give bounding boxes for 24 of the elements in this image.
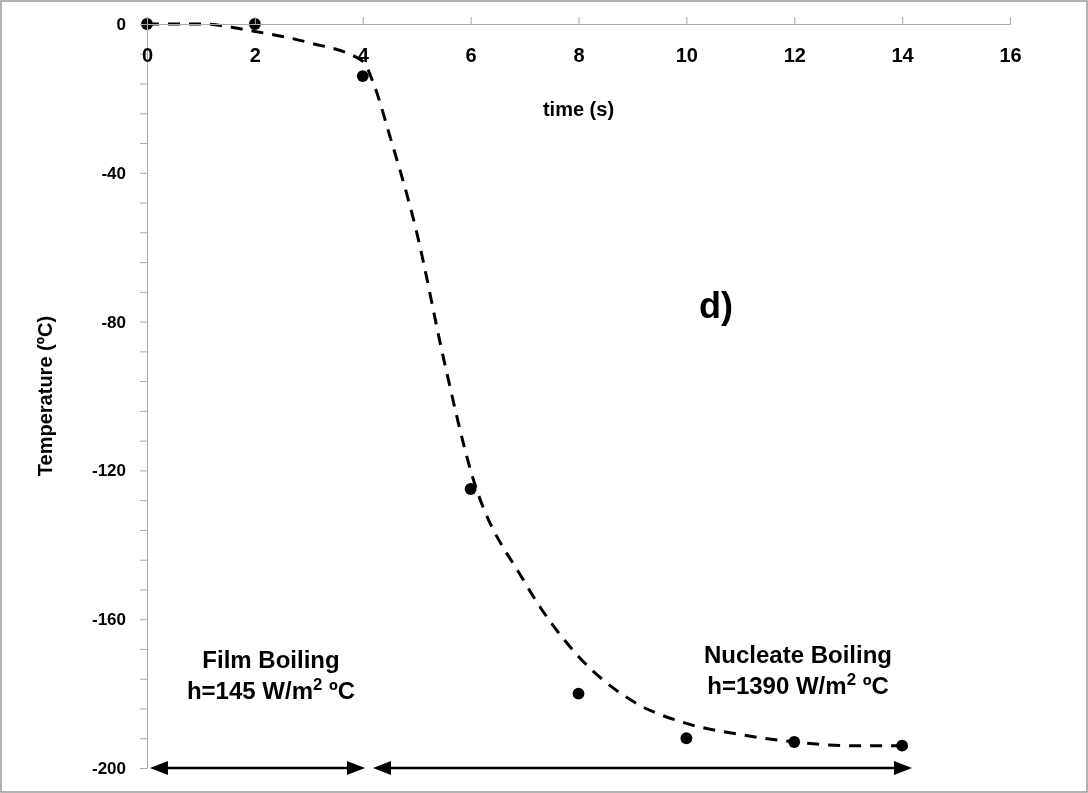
annotation: Nucleate Boiling h=1390 W/m$^{2}$ ºC [703, 641, 893, 700]
x-tick-label: 16 [999, 44, 1022, 66]
y-tick-label: 0 [116, 14, 126, 34]
x-tick-label: 0 [141, 44, 154, 66]
y-tick-label: -200 [91, 758, 126, 778]
x-tick-label: 6 [465, 44, 477, 66]
annotation: d) [699, 285, 733, 326]
x-tick-label: 8 [573, 44, 585, 66]
y-tick-label: -40 [101, 163, 126, 183]
point [464, 483, 477, 495]
y-tick-label: -160 [91, 610, 126, 630]
point [356, 70, 369, 82]
y-tick-label: -120 [91, 461, 126, 481]
x-tick-label: 2 [249, 44, 261, 66]
x-tick-label: 4 [357, 44, 370, 66]
annotation: Film Boiling h=145 W/m$^{2}$ ºC [186, 646, 356, 705]
y-tick-label: -80 [101, 312, 126, 332]
point [680, 732, 693, 745]
x-axis-title: time (s) [542, 98, 615, 120]
point [572, 687, 585, 700]
x-tick-label: 14 [891, 44, 915, 66]
x-tick-label: 12 [783, 44, 806, 66]
x-tick-label: 10 [675, 44, 698, 66]
y-axis-title: Temperature (ºC) [34, 315, 56, 477]
